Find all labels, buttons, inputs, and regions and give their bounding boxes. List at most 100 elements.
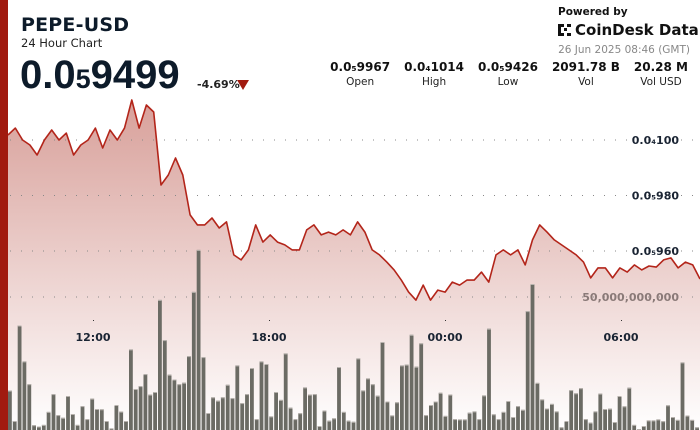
volume-bar-top: [419, 343, 424, 345]
volume-bar-top: [506, 401, 511, 402]
volume-bar: [341, 411, 346, 430]
volume-bar-top: [264, 364, 269, 365]
volume-bar: [201, 357, 206, 430]
volume-bar-top: [632, 424, 637, 426]
volume-bar-top: [341, 411, 346, 413]
volume-bar: [274, 392, 278, 430]
coindesk-data-logo: CoinDesk Data: [558, 21, 699, 39]
volume-bar: [535, 382, 540, 430]
volume-bar-top: [27, 384, 32, 386]
stat-value: 20.28 M: [633, 60, 688, 74]
volume-bar: [37, 426, 41, 430]
volume-bar-top: [269, 416, 274, 418]
x-tick-label: 06:00: [603, 331, 638, 344]
volume-bar: [608, 408, 612, 430]
volume-bar-top: [438, 392, 443, 394]
volume-bar: [467, 412, 472, 430]
volume-bar-top: [482, 395, 486, 397]
stat-open: 0.0₅9967 Open: [330, 60, 390, 88]
volume-bar: [303, 387, 307, 430]
volume-bar-top: [293, 419, 298, 421]
volume-bar-top: [298, 413, 303, 415]
volume-bar-top: [148, 394, 153, 396]
volume-bar-top: [429, 405, 433, 406]
volume-bar: [419, 343, 424, 430]
stat-high: 0.0₄1014 High: [404, 60, 464, 88]
volume-bar: [695, 427, 699, 430]
volume-bar-top: [346, 420, 351, 422]
volume-bar: [671, 417, 675, 430]
volume-bar-top: [17, 325, 22, 327]
volume-bar: [666, 405, 670, 430]
volume-bar-top: [182, 382, 186, 384]
volume-bar-top: [356, 358, 361, 360]
volume-bar: [685, 415, 690, 430]
volume-bar: [80, 406, 85, 430]
volume-bar-top: [385, 401, 390, 403]
volume-bar-top: [521, 409, 525, 411]
volume-bar: [46, 411, 51, 430]
volume-bar-top: [201, 357, 206, 359]
volume-bar-top: [95, 409, 99, 410]
volume-bar-top: [516, 406, 520, 408]
volume-bar: [114, 405, 119, 430]
volume-bar: [66, 396, 70, 430]
volume-bar-top: [337, 367, 341, 368]
volume-bar: [133, 389, 138, 430]
volume-bar-top: [158, 299, 162, 301]
volume-bar: [177, 384, 182, 430]
volume-bar-top: [90, 398, 95, 400]
volume-bar-top: [685, 415, 690, 417]
volume-bar-top: [448, 394, 453, 396]
volume-bar-top: [675, 419, 680, 421]
volume-bar-top: [540, 399, 545, 401]
volume-bar: [540, 399, 545, 430]
volume-bar-top: [370, 384, 375, 386]
x-tick-label: 00:00: [427, 331, 462, 344]
volume-bar-top: [598, 393, 603, 395]
volume-bar: [675, 419, 680, 430]
volume-bar: [70, 414, 75, 430]
x-tick-label: 12:00: [75, 331, 110, 344]
volume-bar-top: [651, 420, 656, 422]
volume-bar: [41, 424, 46, 430]
volume-bar-top: [409, 334, 414, 336]
volume-bar: [400, 365, 404, 430]
volume-bar: [409, 334, 414, 430]
volume-bar-top: [467, 412, 472, 414]
stat-label: Open: [346, 76, 375, 88]
volume-bar-top: [603, 409, 607, 410]
volume-bar: [51, 394, 56, 430]
volume-bar-top: [133, 389, 138, 390]
volume-bar-top: [56, 415, 61, 417]
volume-bar-top: [400, 365, 404, 367]
volume-bar-top: [424, 415, 428, 417]
volume-bar: [337, 367, 341, 430]
volume-bar: [191, 291, 196, 430]
volume-bar: [225, 384, 230, 430]
volume-bar-top: [22, 361, 27, 363]
volume-bar: [317, 426, 322, 430]
volume-bar: [206, 413, 211, 430]
volume-bar-top: [250, 368, 254, 369]
volume-bar: [622, 406, 627, 430]
brand-name: CoinDesk Data: [575, 21, 699, 39]
down-triangle-icon: [237, 80, 249, 90]
volume-bar-top: [138, 386, 143, 388]
volume-bar-top: [690, 419, 695, 421]
volume-bar: [511, 417, 516, 430]
volume-bar-top: [259, 361, 264, 363]
volume-bar: [32, 425, 36, 430]
powered-by-label: Powered by: [558, 6, 628, 18]
volume-bar: [491, 414, 496, 430]
volume-bar: [433, 401, 438, 430]
volume-bar: [148, 394, 153, 430]
volume-bar-top: [124, 421, 128, 422]
volume-bar: [651, 420, 656, 430]
volume-bar-top: [501, 411, 506, 413]
volume-bar: [443, 415, 448, 430]
volume-bar: [414, 366, 419, 430]
volume-bar-top: [680, 362, 685, 364]
volume-bar-top: [593, 411, 598, 413]
